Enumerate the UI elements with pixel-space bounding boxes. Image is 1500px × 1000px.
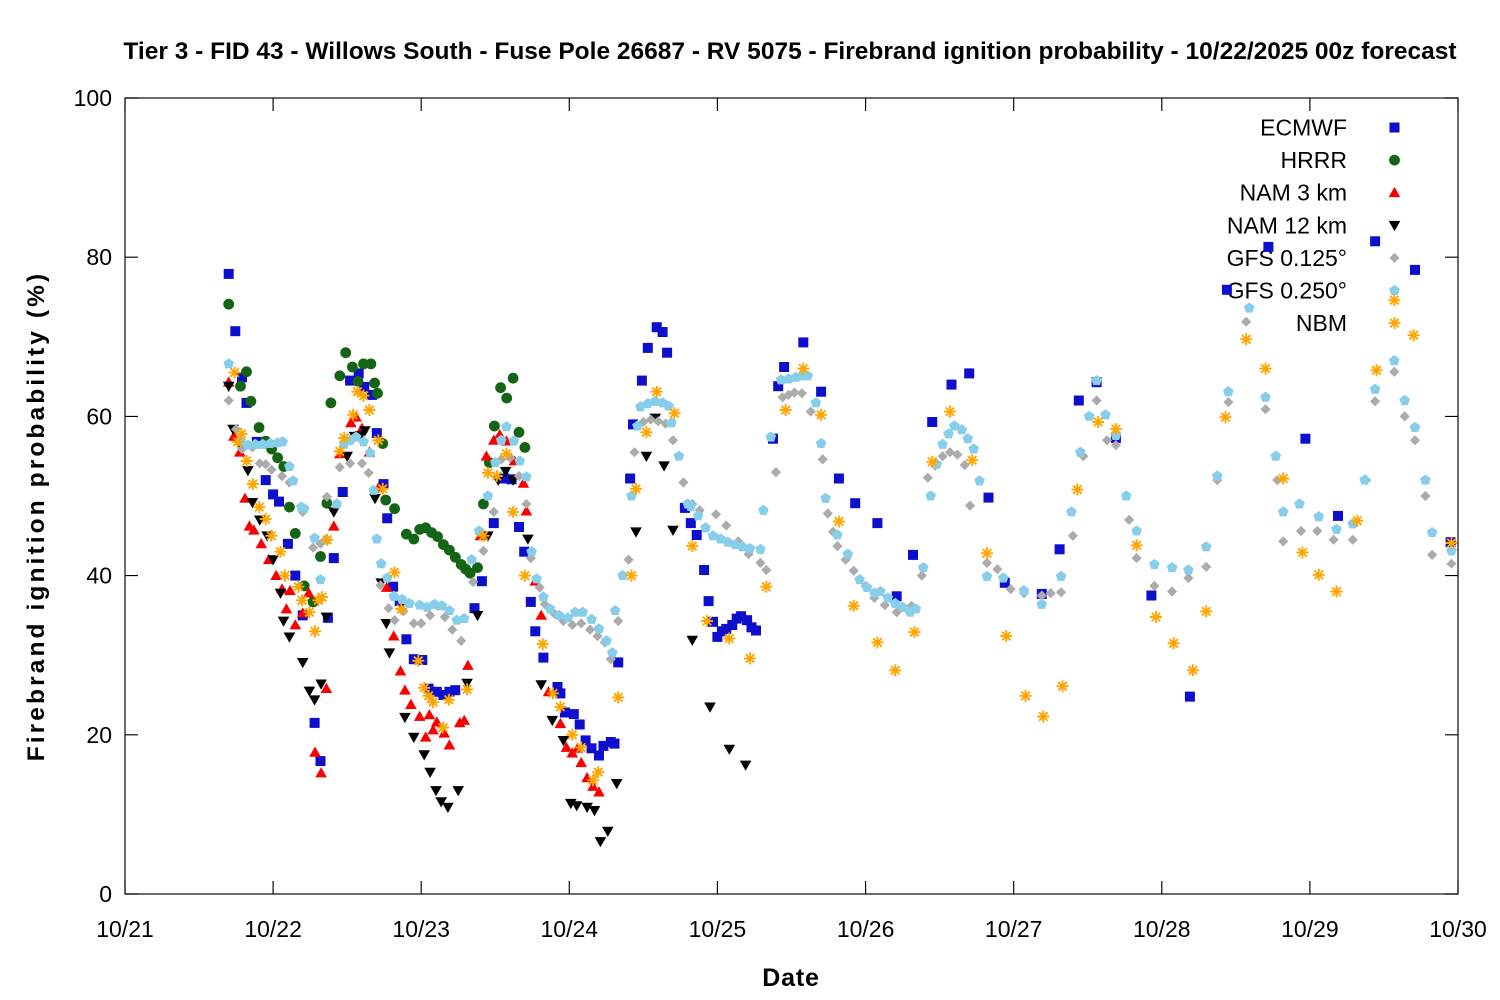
svg-text:GFS 0.250°: GFS 0.250° xyxy=(1227,278,1347,304)
svg-text:Tier 3 - FID 43 - Willows Sout: Tier 3 - FID 43 - Willows South - Fuse P… xyxy=(123,38,1456,65)
svg-text:10/26: 10/26 xyxy=(837,916,895,942)
svg-text:NAM 12 km: NAM 12 km xyxy=(1227,212,1347,238)
svg-text:10/28: 10/28 xyxy=(1133,916,1191,942)
svg-text:10/25: 10/25 xyxy=(689,916,747,942)
svg-text:80: 80 xyxy=(86,244,112,270)
svg-text:10/30: 10/30 xyxy=(1429,916,1487,942)
svg-text:100: 100 xyxy=(74,85,112,111)
svg-text:10/27: 10/27 xyxy=(985,916,1043,942)
svg-text:40: 40 xyxy=(86,563,112,589)
svg-text:ECMWF: ECMWF xyxy=(1260,115,1347,141)
svg-text:20: 20 xyxy=(86,722,112,748)
svg-text:HRRR: HRRR xyxy=(1281,147,1347,173)
svg-text:10/22: 10/22 xyxy=(244,916,302,942)
svg-text:60: 60 xyxy=(86,403,112,429)
svg-text:10/29: 10/29 xyxy=(1281,916,1339,942)
svg-text:10/24: 10/24 xyxy=(541,916,599,942)
svg-text:GFS 0.125°: GFS 0.125° xyxy=(1227,245,1347,271)
svg-text:NBM: NBM xyxy=(1296,310,1347,336)
svg-text:Date: Date xyxy=(762,964,819,992)
svg-text:Firebrand ignition probability: Firebrand ignition probability (%) xyxy=(23,271,50,762)
svg-text:10/23: 10/23 xyxy=(392,916,450,942)
svg-text:NAM 3 km: NAM 3 km xyxy=(1240,180,1347,206)
svg-text:10/21: 10/21 xyxy=(96,916,154,942)
svg-text:0: 0 xyxy=(99,881,112,907)
